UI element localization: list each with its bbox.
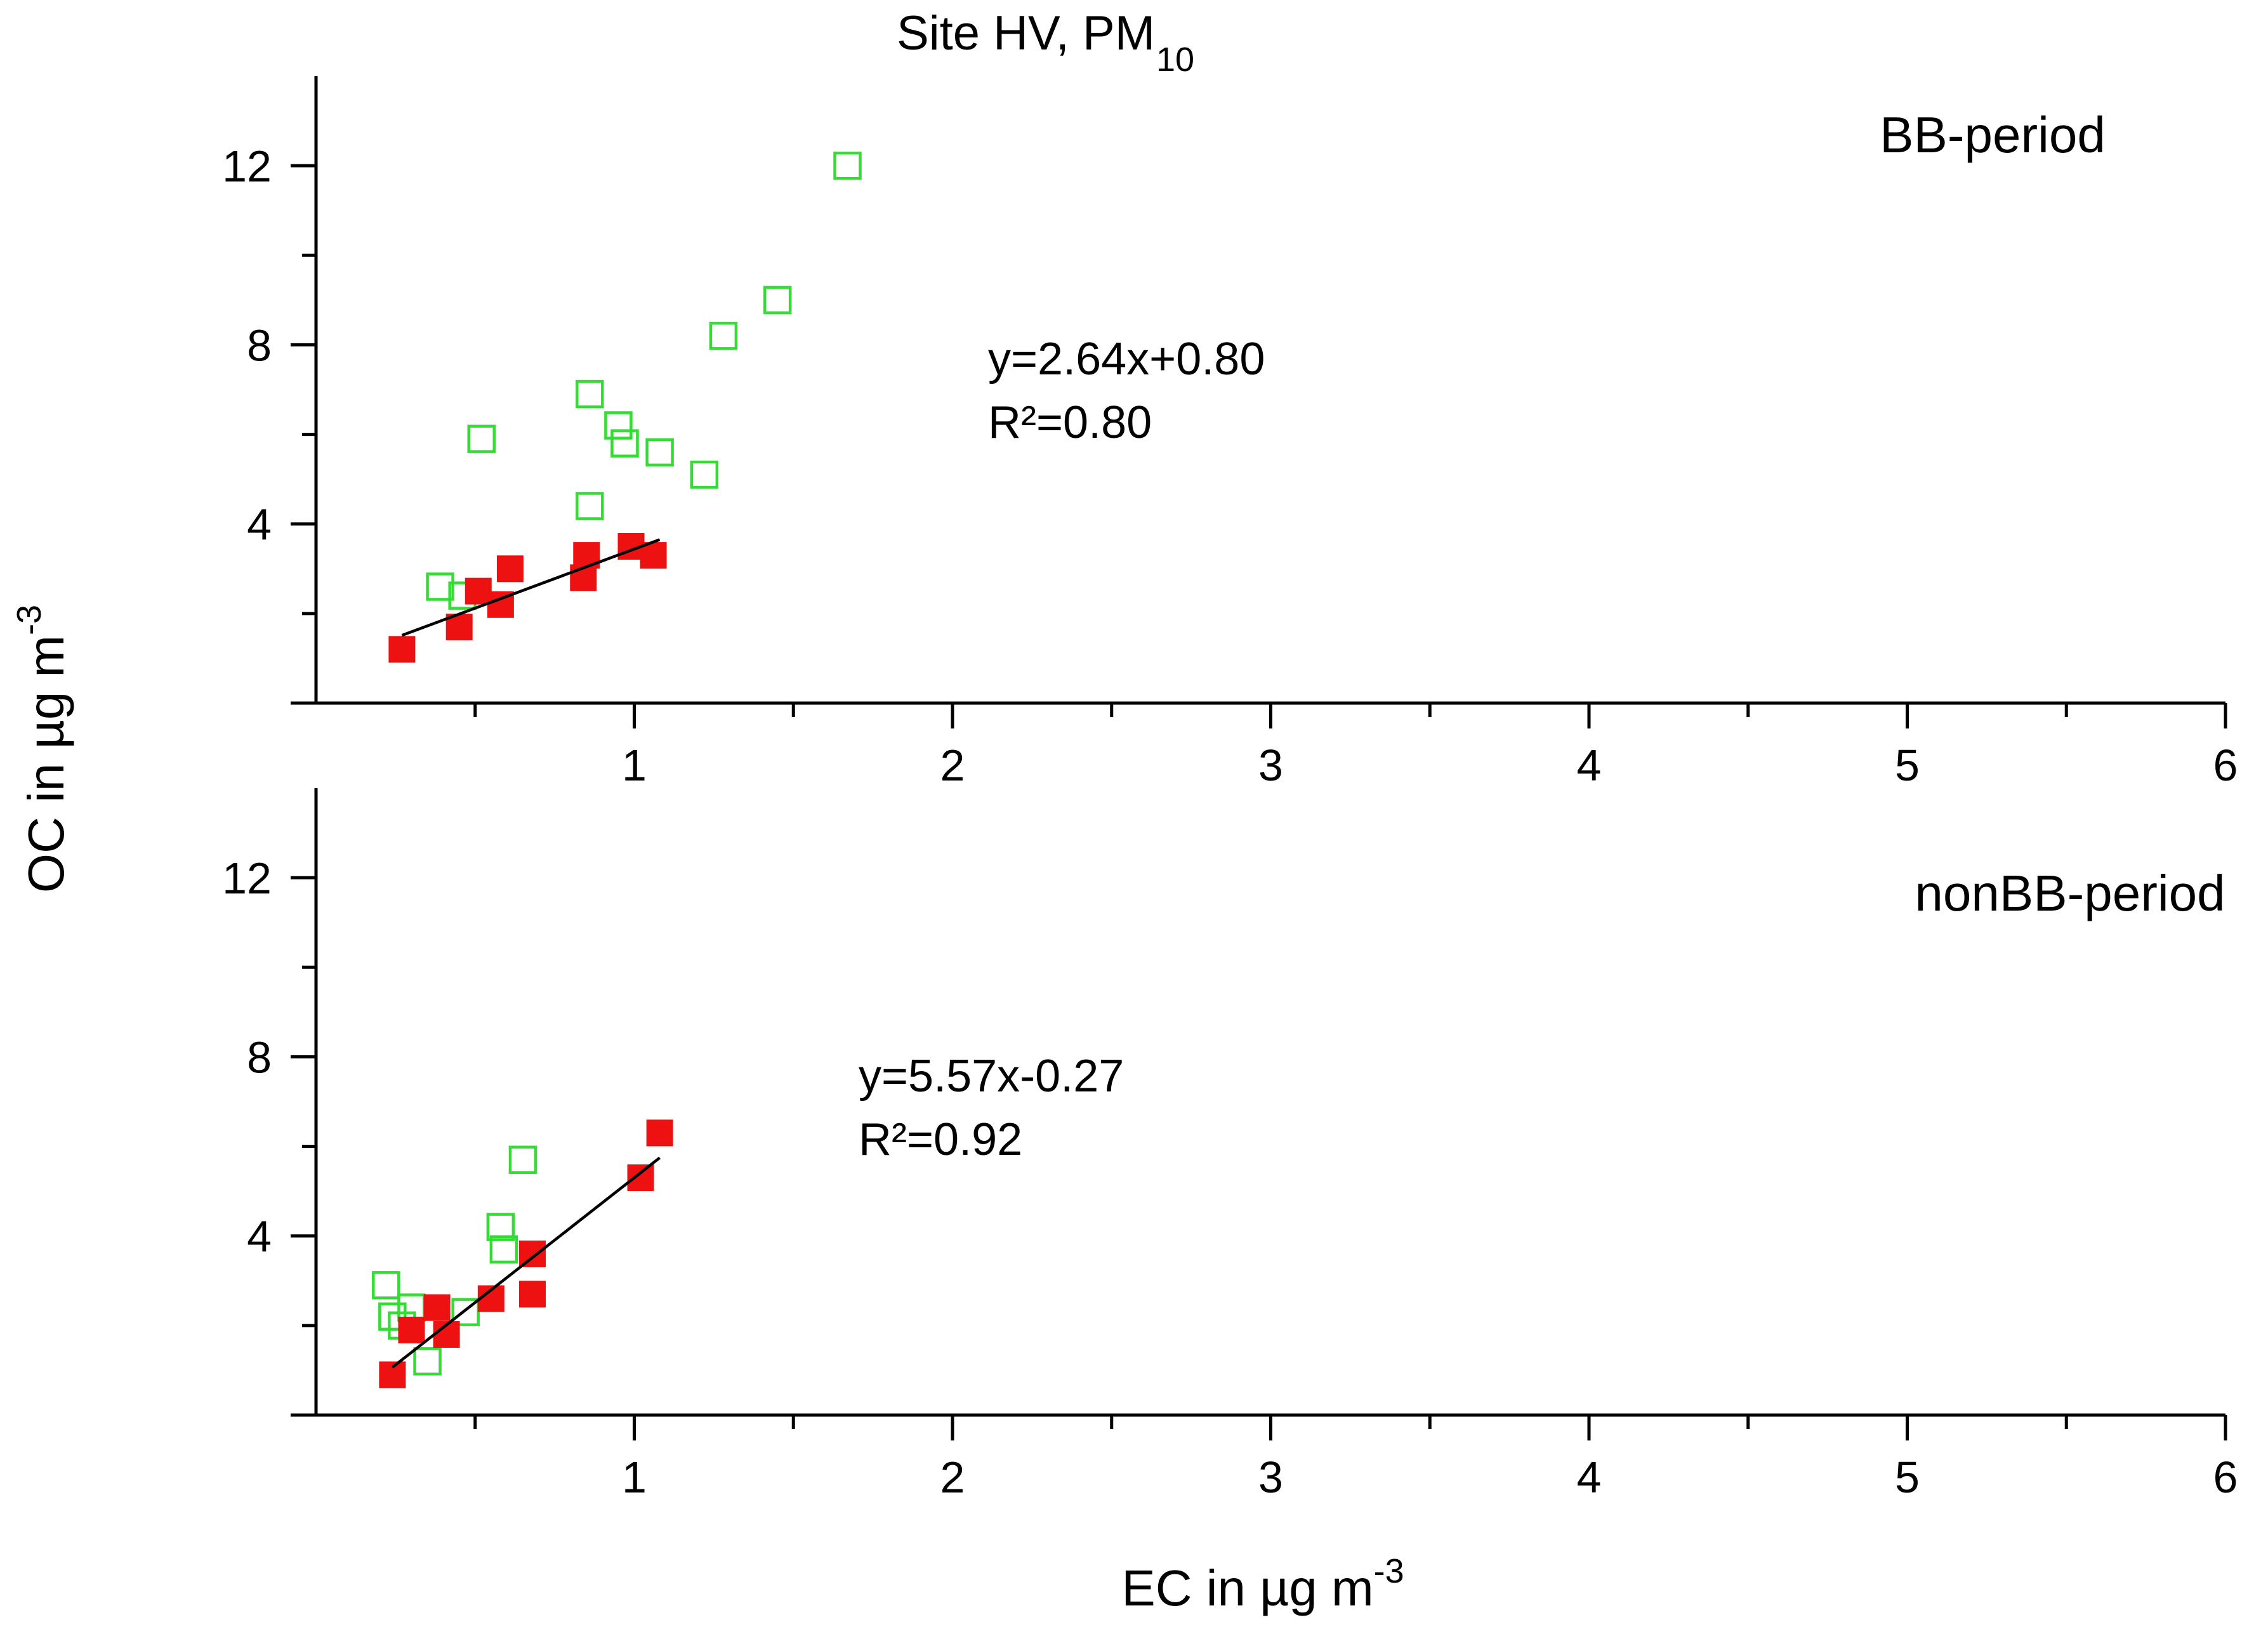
- open-square-marker: [833, 151, 862, 180]
- open-square-marker: [378, 1302, 407, 1331]
- open-square-marker: [467, 425, 496, 453]
- fit-line: [391, 1156, 661, 1369]
- open-square-marker: [576, 379, 604, 409]
- top-panel-title: BB-period: [1880, 107, 2106, 163]
- open-square-marker: [397, 1293, 426, 1322]
- x-tick-label: 5: [1895, 741, 1920, 790]
- x-tick-label: 1: [622, 741, 647, 790]
- open-square-marker: [489, 1235, 518, 1264]
- top-panel-r2: R²=0.80: [988, 397, 1152, 448]
- filled-square-marker: [465, 577, 492, 605]
- y-axis-label-main: OC in µg m: [18, 635, 74, 893]
- svg-text:OC in µg m-3: OC in µg m-3: [10, 605, 74, 893]
- x-tick-label: 2: [940, 1453, 965, 1502]
- open-square-marker: [610, 429, 639, 458]
- bottom-panel-title: nonBB-period: [1915, 865, 2225, 921]
- filled-square-marker: [519, 1281, 546, 1308]
- x-axis-label: EC in µg m-3: [1121, 1552, 1404, 1616]
- filled-square-marker: [388, 636, 416, 663]
- fit-line: [401, 538, 661, 637]
- figure-title-main: Site HV, PM: [897, 6, 1155, 60]
- y-axis-label: OC in µg m-3: [10, 605, 74, 893]
- y-tick-label: 12: [222, 142, 272, 191]
- bottom-panel-equation: y=5.57x-0.27: [859, 1051, 1124, 1102]
- top-panel-axes: [291, 76, 2225, 705]
- y-tick-label: 8: [247, 1032, 272, 1082]
- open-square-marker: [486, 1213, 515, 1241]
- y-tick-label: 12: [222, 853, 272, 903]
- y-tick-label: 8: [247, 320, 272, 370]
- bottom-panel-r2: R²=0.92: [859, 1114, 1022, 1165]
- filled-square-marker: [398, 1316, 425, 1343]
- x-axis-label-main: EC in µg m: [1121, 1560, 1373, 1616]
- y-tick-label: 4: [247, 1212, 272, 1262]
- open-square-marker: [763, 286, 792, 315]
- open-square-marker: [690, 460, 719, 489]
- y-tick-label: 4: [247, 500, 272, 550]
- open-square-marker: [645, 438, 674, 467]
- x-tick-label: 3: [1258, 741, 1283, 790]
- x-tick-label: 5: [1895, 1453, 1920, 1502]
- bottom-panel-fit: [391, 1156, 661, 1369]
- figure-title: Site HV, PM: [897, 6, 1155, 60]
- open-square-marker: [451, 1298, 480, 1326]
- top-panel-equation: y=2.64x+0.80: [988, 334, 1265, 385]
- top-panel-fit: [401, 538, 661, 637]
- filled-square-marker: [496, 555, 524, 583]
- filled-square-marker: [519, 1240, 546, 1267]
- x-tick-label: 6: [2213, 741, 2238, 790]
- bottom-panel-axes: [291, 788, 2225, 1417]
- figure-title-subscript: 10: [1156, 41, 1194, 79]
- x-tick-label: 1: [622, 1453, 647, 1502]
- open-square-marker: [508, 1145, 537, 1174]
- open-square-marker: [426, 572, 454, 601]
- y-axis-label-sup: -3: [10, 605, 48, 635]
- open-square-marker: [372, 1271, 400, 1300]
- filled-square-marker: [646, 1119, 673, 1147]
- filled-square-marker: [627, 1164, 654, 1191]
- x-axis-label-sup: -3: [1374, 1552, 1404, 1590]
- open-square-marker: [413, 1347, 442, 1376]
- x-tick-label: 2: [940, 741, 965, 790]
- open-square-marker: [604, 411, 633, 440]
- x-tick-label: 3: [1258, 1453, 1283, 1502]
- open-square-marker: [709, 322, 738, 350]
- x-tick-label: 4: [1577, 741, 1602, 790]
- filled-square-marker: [423, 1294, 451, 1321]
- x-tick-label: 4: [1577, 1453, 1602, 1502]
- open-square-marker: [576, 492, 604, 520]
- x-tick-label: 6: [2213, 1453, 2238, 1502]
